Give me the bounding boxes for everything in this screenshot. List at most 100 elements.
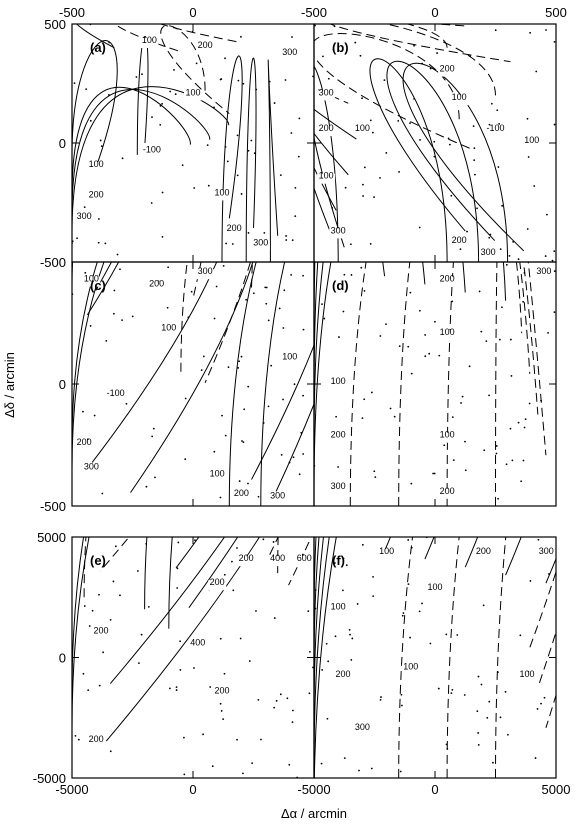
data-dot bbox=[236, 547, 238, 549]
data-dot bbox=[74, 82, 76, 84]
data-dot bbox=[380, 696, 382, 698]
data-dot bbox=[241, 440, 243, 442]
data-dot bbox=[84, 605, 86, 607]
contour-label: 400 bbox=[190, 638, 205, 648]
data-dot bbox=[530, 580, 532, 582]
contour-line bbox=[181, 70, 221, 299]
data-dot bbox=[265, 303, 267, 305]
data-dot bbox=[274, 617, 276, 619]
data-dot bbox=[428, 353, 430, 355]
data-dot bbox=[138, 662, 140, 664]
data-dot bbox=[202, 733, 204, 735]
data-dot bbox=[90, 120, 92, 122]
data-dot bbox=[362, 195, 364, 197]
data-dot bbox=[362, 417, 364, 419]
data-dot bbox=[309, 651, 311, 653]
data-dot bbox=[474, 174, 476, 176]
contour-line bbox=[314, 152, 578, 814]
data-dot bbox=[285, 239, 287, 241]
contour-label: 300 bbox=[539, 546, 554, 556]
contour-line bbox=[447, 176, 578, 778]
contour-line bbox=[229, 121, 359, 506]
data-dot bbox=[177, 567, 179, 569]
data-dot bbox=[241, 356, 243, 358]
contour-line bbox=[399, 98, 530, 506]
data-dot bbox=[294, 383, 296, 385]
data-dot bbox=[108, 94, 110, 96]
data-dot bbox=[257, 699, 259, 701]
y-tick-label: -500 bbox=[40, 255, 66, 270]
data-dot bbox=[445, 634, 447, 636]
data-dot bbox=[84, 206, 86, 208]
data-dot bbox=[398, 171, 400, 173]
data-dot bbox=[194, 539, 196, 541]
data-dot bbox=[524, 427, 526, 429]
contour-line bbox=[285, 59, 331, 238]
data-dot bbox=[552, 260, 554, 262]
data-dot bbox=[223, 265, 225, 267]
data-dot bbox=[220, 703, 222, 705]
contour-label: 200 bbox=[77, 437, 92, 447]
data-dot bbox=[547, 332, 549, 334]
data-dot bbox=[351, 274, 353, 276]
contour-line bbox=[268, 60, 278, 262]
data-dot bbox=[153, 428, 155, 430]
data-dot bbox=[136, 76, 138, 78]
data-dot bbox=[465, 469, 467, 471]
data-dot bbox=[258, 496, 260, 498]
data-dot bbox=[419, 610, 421, 612]
data-dot bbox=[270, 365, 272, 367]
contour-line bbox=[246, 58, 256, 262]
data-dot bbox=[488, 237, 490, 239]
data-dot bbox=[193, 667, 195, 669]
data-dot bbox=[201, 369, 203, 371]
x-tick-label: 500 bbox=[545, 5, 567, 20]
contour-label: 200 bbox=[234, 488, 249, 498]
data-dot bbox=[372, 595, 374, 597]
data-dot bbox=[238, 360, 240, 362]
data-dot bbox=[126, 403, 128, 405]
contour-label: 100 bbox=[355, 123, 370, 133]
data-dot bbox=[292, 710, 294, 712]
contour-label: 100 bbox=[403, 662, 418, 672]
data-dot bbox=[146, 486, 148, 488]
data-dot bbox=[220, 78, 222, 80]
data-dot bbox=[269, 81, 271, 83]
data-dot bbox=[232, 589, 234, 591]
contour-label: 100 bbox=[440, 327, 455, 337]
data-dot bbox=[98, 594, 100, 596]
data-dot bbox=[263, 232, 265, 234]
data-dot bbox=[221, 710, 223, 712]
data-dot bbox=[545, 29, 547, 31]
data-dot bbox=[176, 587, 178, 589]
panel-label: (e) bbox=[90, 553, 106, 568]
data-dot bbox=[262, 538, 264, 540]
data-dot bbox=[282, 399, 284, 401]
data-dot bbox=[240, 36, 242, 38]
data-dot bbox=[478, 744, 480, 746]
data-dot bbox=[460, 248, 462, 250]
data-dot bbox=[183, 737, 185, 739]
data-dot bbox=[101, 493, 103, 495]
data-dot bbox=[283, 327, 285, 329]
data-dot bbox=[473, 147, 475, 149]
data-dot bbox=[419, 310, 421, 312]
data-dot bbox=[390, 408, 392, 410]
data-dot bbox=[321, 763, 323, 765]
data-dot bbox=[335, 635, 337, 637]
data-dot bbox=[507, 734, 509, 736]
data-dot bbox=[385, 323, 387, 325]
data-dot bbox=[449, 144, 451, 146]
data-dot bbox=[302, 453, 304, 455]
data-dot bbox=[85, 88, 87, 90]
contour-label: 100 bbox=[185, 87, 200, 97]
data-dot bbox=[237, 174, 239, 176]
data-dot bbox=[322, 55, 324, 57]
data-dot bbox=[370, 243, 372, 245]
data-dot bbox=[121, 319, 123, 321]
